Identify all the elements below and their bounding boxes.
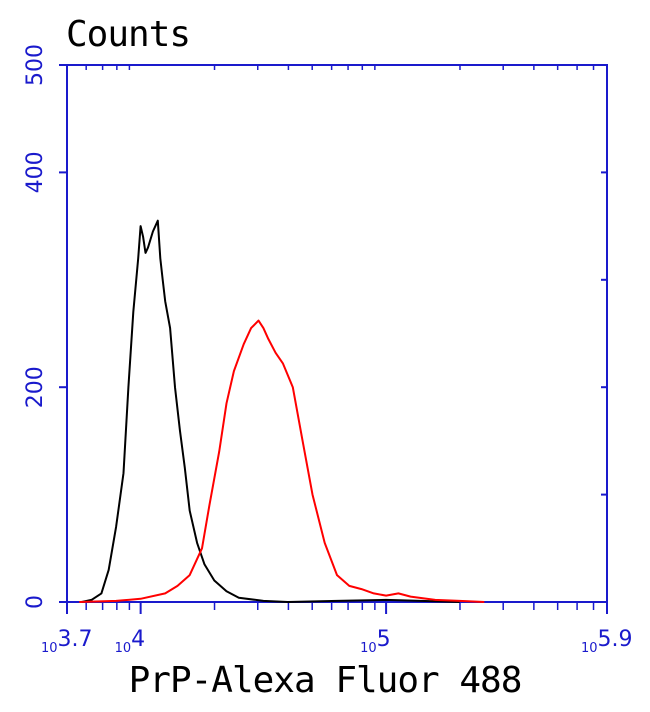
plot-frame	[66, 64, 608, 603]
x-tick-exponent: 3.7	[58, 627, 93, 652]
x-tick-exponent: 4	[131, 627, 145, 652]
x-tick-label: 104	[115, 627, 146, 656]
series-layer	[79, 219, 485, 603]
x-tick-exponent: 5	[377, 627, 391, 652]
x-tick-base: 10	[41, 641, 58, 656]
x-tick-label: 103.7	[41, 627, 93, 656]
x-tick-label: 105.9	[581, 627, 633, 656]
x-tick-exponent: 5.9	[598, 627, 633, 652]
y-axis-label: Counts	[66, 14, 191, 55]
x-tick-base: 10	[581, 641, 598, 656]
y-tick-label: 400	[23, 151, 48, 193]
x-axis-label: PrP-Alexa Fluor 488	[128, 660, 523, 701]
x-tick-base: 10	[115, 641, 132, 656]
x-tick-base: 10	[360, 641, 377, 656]
x-tick-label: 105	[360, 627, 391, 656]
y-tick-label: 500	[23, 44, 48, 86]
y-tick-label: 200	[23, 366, 48, 408]
histogram-series-2	[79, 319, 485, 603]
histogram-series-1	[81, 219, 460, 603]
y-tick-label: 0	[23, 595, 48, 609]
